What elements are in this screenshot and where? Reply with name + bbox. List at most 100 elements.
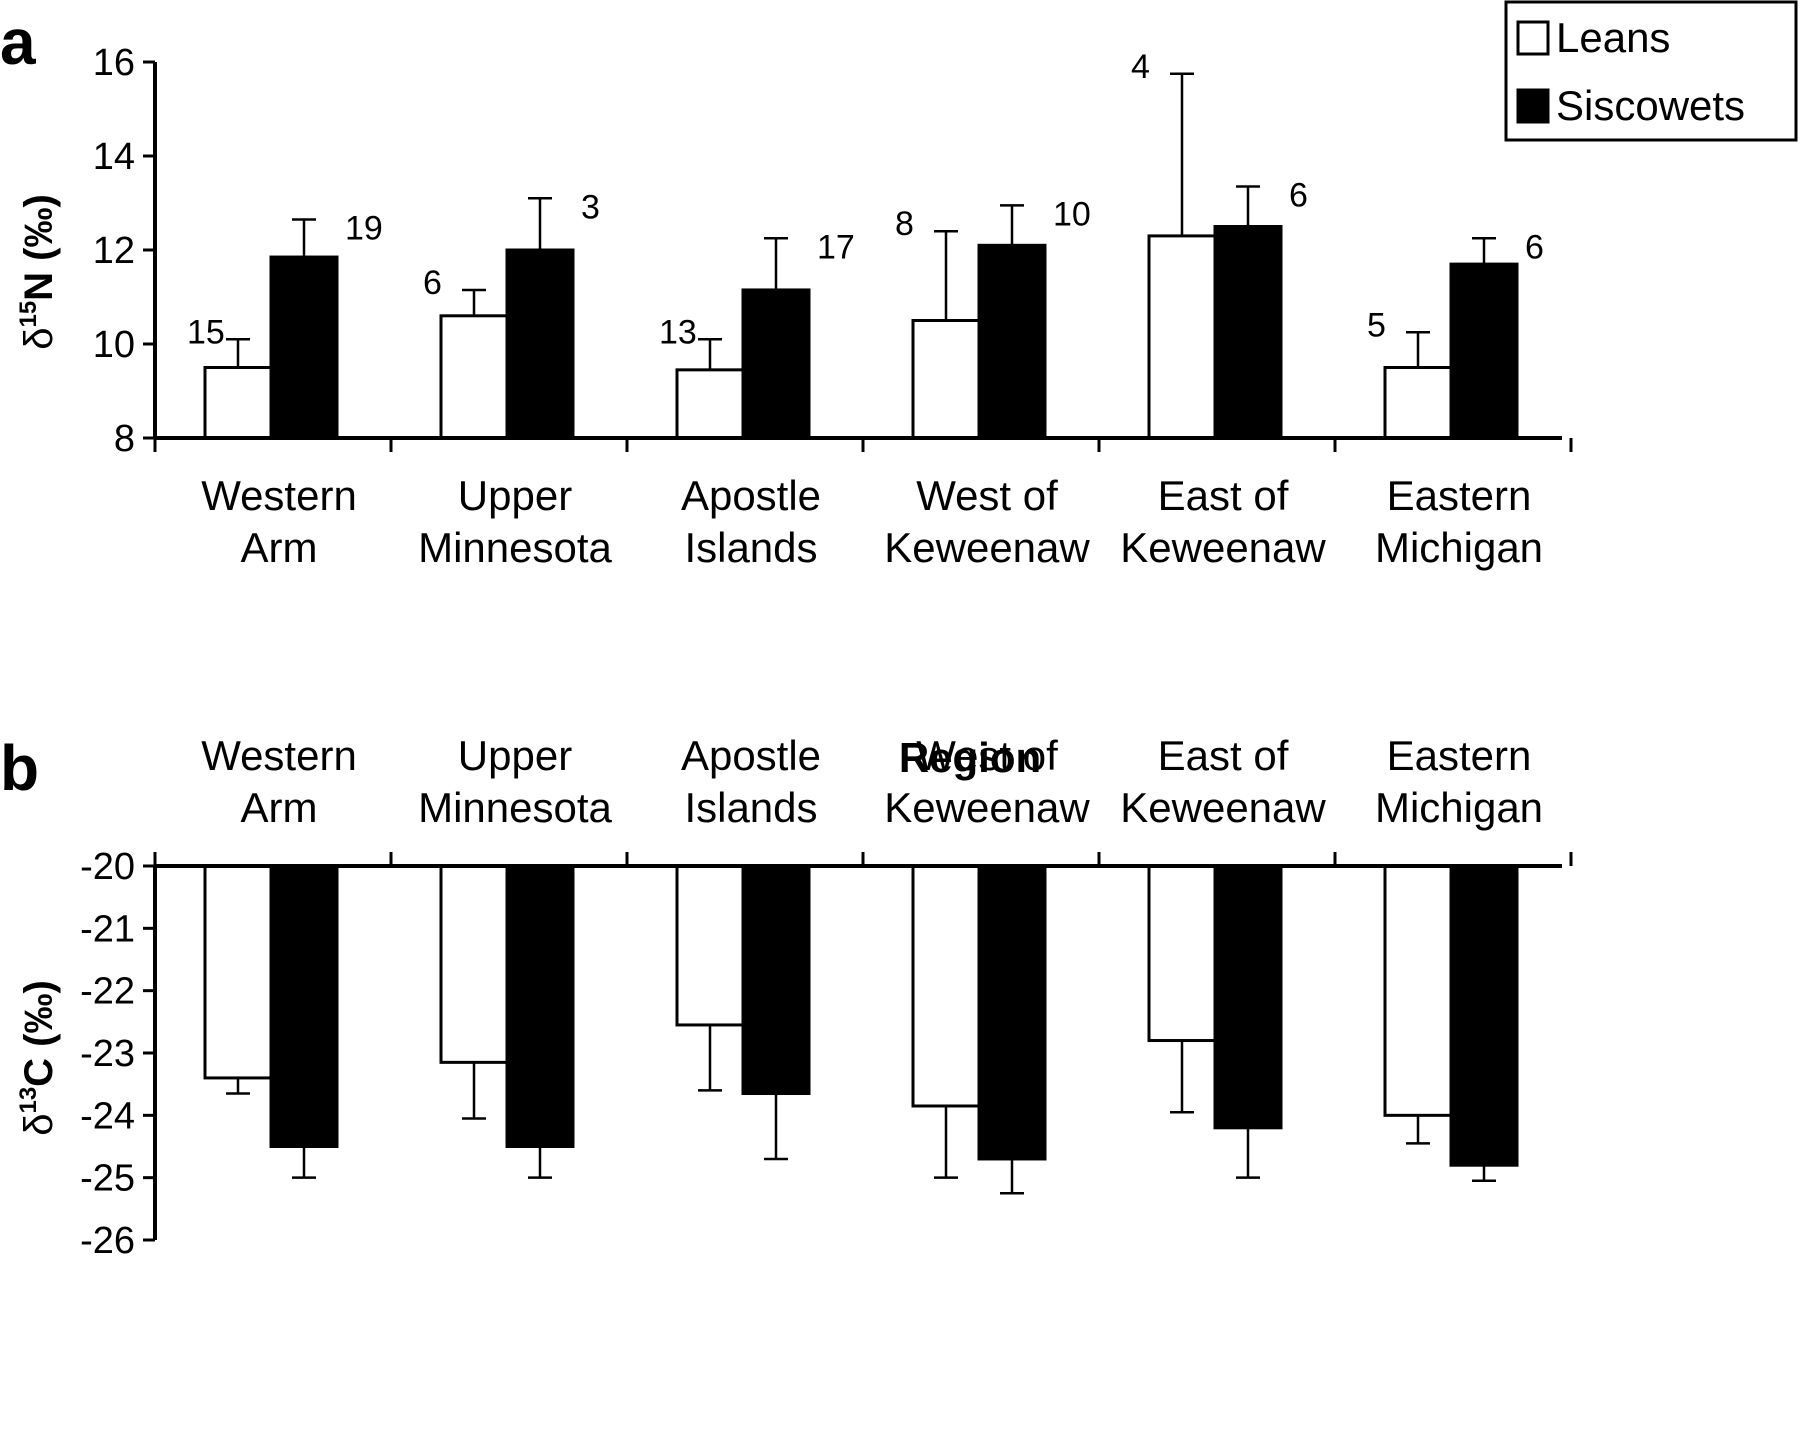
panel-b-bar-siscowets-5: [1449, 864, 1519, 1167]
legend-box: [1504, 0, 1798, 142]
panel-b-bar-siscowets-3: [977, 864, 1047, 1161]
panel-b-category-label-3: West of Keweenaw: [884, 732, 1090, 831]
panel-a-category-label-0-line-1: Arm: [241, 524, 318, 571]
panel-b-bar-siscowets-4: [1213, 864, 1283, 1130]
panel-b-y-tick-label-3: -23: [80, 1033, 135, 1075]
panel-b-category-label-2-line-1: Islands: [684, 784, 817, 831]
panel-a-y-axis-title-superscript: 15: [15, 301, 42, 328]
panel-a-category-label-2-line-0: Apostle: [681, 472, 821, 519]
panel-b-bar-leans-1: [439, 864, 509, 1064]
panel-b-category-label-0: Western Arm: [201, 732, 357, 831]
panel-a-bar-siscowets-5: [1449, 262, 1519, 440]
panel-b-bar-leans-4: [1147, 864, 1217, 1043]
panel-b-bar-siscowets-0: [269, 864, 339, 1148]
panel-b-y-tick-label-1: -21: [80, 908, 135, 950]
panel-b-category-label-0-line-1: Arm: [241, 784, 318, 831]
panel-a-n-label-leans-4: 4: [1131, 48, 1150, 86]
panel-a-category-label-4-line-0: East of: [1158, 472, 1289, 519]
panel-a-bar-leans-5: [1383, 366, 1453, 440]
panel-b-carbon-chart: b -20 -21 -22 -23 -24 -25 -26 Western Arm Upper Min…: [0, 732, 1573, 1262]
panel-a-category-label-1: Upper Minnesota: [418, 472, 612, 571]
panel-b-bar-leans-2: [675, 864, 745, 1027]
panel-a-y-axis-title-symbol: δ: [17, 328, 61, 350]
panel-b-y-axis-title: δ13C (‰): [15, 980, 61, 1136]
panel-a-category-label-0-line-0: Western: [201, 472, 357, 519]
panel-a-y-tick-label-2: 12: [93, 230, 135, 272]
panel-a-n-label-leans-1: 6: [423, 264, 442, 302]
panel-a-category-label-1-line-1: Minnesota: [418, 524, 612, 571]
panel-b-category-label-3-line-0: West of: [916, 732, 1058, 779]
legend: Leans Siscowets: [1504, 0, 1798, 142]
panel-b-category-label-5-line-0: Eastern: [1387, 732, 1532, 779]
panel-b-category-label-5-line-1: Michigan: [1375, 784, 1543, 831]
panel-a-n-label-siscowets-2: 17: [817, 228, 855, 266]
panel-a-y-tick-label-1: 10: [93, 324, 135, 366]
panel-a-category-label-3: West of Keweenaw: [884, 472, 1090, 571]
panel-a-category-label-5-line-0: Eastern: [1387, 472, 1532, 519]
panel-b-y-tick-label-4: -24: [80, 1095, 135, 1137]
panel-b-category-label-1: Upper Minnesota: [418, 732, 612, 831]
panel-a-category-label-3-line-1: Keweenaw: [884, 524, 1090, 571]
panel-a-y-tick-label-3: 14: [93, 136, 135, 178]
panel-b-bar-siscowets-1: [505, 864, 575, 1148]
panel-b-y-tick-label-6: -26: [80, 1220, 135, 1262]
panel-a-n-label-leans-3: 8: [895, 205, 914, 243]
panel-a-n-label-siscowets-0: 19: [345, 209, 383, 247]
legend-label-siscowets: Siscowets: [1556, 82, 1745, 129]
panel-a-category-label-4-line-1: Keweenaw: [1120, 524, 1326, 571]
panel-b-category-label-2-line-0: Apostle: [681, 732, 821, 779]
panel-a-bar-siscowets-3: [977, 243, 1047, 440]
panel-a-n-label-siscowets-4: 6: [1289, 177, 1308, 215]
panel-b-category-label-1-line-0: Upper: [458, 732, 572, 779]
panel-a-n-label-siscowets-1: 3: [581, 188, 600, 226]
panel-a-bar-siscowets-4: [1213, 225, 1283, 440]
panel-a-bar-leans-4: [1147, 234, 1217, 440]
panel-a-y-tick-label-4: 16: [93, 42, 135, 84]
panel-a-bar-siscowets-1: [505, 248, 575, 440]
panel-a-n-label-leans-0: 15: [187, 313, 225, 351]
panel-b-bar-siscowets-2: [741, 864, 811, 1096]
panel-a-nitrogen-chart: a 15 6 13 8 4 5 19 3 17 10 6 6 8 10 12 14 16 Western Arm Upp…: [0, 6, 1573, 781]
panel-a-n-label-siscowets-5: 6: [1525, 228, 1544, 266]
panel-a-bar-leans-3: [911, 319, 981, 440]
panel-a-letter: a: [0, 6, 36, 78]
panel-b-category-label-2: Apostle Islands: [681, 732, 821, 831]
panel-a-y-tick-label-0: 8: [114, 418, 135, 460]
panel-b-category-label-5: Eastern Michigan: [1375, 732, 1543, 831]
legend-label-leans: Leans: [1556, 14, 1670, 61]
panel-b-y-axis-title-text: C (‰): [17, 980, 61, 1087]
panel-b-category-label-4-line-1: Keweenaw: [1120, 784, 1326, 831]
panel-b-bar-leans-5: [1383, 864, 1453, 1117]
panel-a-category-label-2: Apostle Islands: [681, 472, 821, 571]
panel-a-y-axis-title-text: N (‰): [17, 194, 61, 301]
panel-a-bar-siscowets-0: [269, 255, 339, 440]
legend-swatch-siscowets: [1516, 88, 1550, 124]
panel-a-y-axis-title: δ15N (‰): [15, 194, 61, 350]
panel-b-bar-leans-3: [911, 864, 981, 1108]
panel-a-category-label-5-line-1: Michigan: [1375, 524, 1543, 571]
panel-b-bar-leans-0: [203, 864, 273, 1080]
panel-b-category-label-1-line-1: Minnesota: [418, 784, 612, 831]
panel-a-category-label-4: East of Keweenaw: [1120, 472, 1326, 571]
panel-b-category-label-3-line-1: Keweenaw: [884, 784, 1090, 831]
panel-b-y-tick-label-5: -25: [80, 1158, 135, 1200]
panel-a-category-label-0: Western Arm: [201, 472, 357, 571]
panel-b-category-label-4: East of Keweenaw: [1120, 732, 1326, 831]
panel-a-n-label-siscowets-3: 10: [1053, 195, 1091, 233]
panel-a-bar-leans-2: [675, 368, 745, 440]
panel-a-category-label-5: Eastern Michigan: [1375, 472, 1543, 571]
panel-b-category-label-0-line-0: Western: [201, 732, 357, 779]
panel-b-y-axis-title-symbol: δ: [17, 1114, 61, 1136]
panel-b-letter: b: [0, 732, 39, 804]
panel-a-category-label-2-line-1: Islands: [684, 524, 817, 571]
panel-a-bar-siscowets-2: [741, 288, 811, 440]
legend-swatch-leans: [1516, 20, 1550, 56]
panel-a-category-label-1-line-0: Upper: [458, 472, 572, 519]
panel-a-bar-leans-1: [439, 314, 509, 440]
panel-a-x-axis-title: Region: [899, 734, 1041, 781]
panel-a-bar-leans-0: [203, 366, 273, 440]
panel-b-y-tick-label-0: -20: [80, 846, 135, 888]
panel-a-n-label-leans-2: 13: [659, 313, 697, 351]
panel-a-category-label-3-line-0: West of: [916, 472, 1058, 519]
